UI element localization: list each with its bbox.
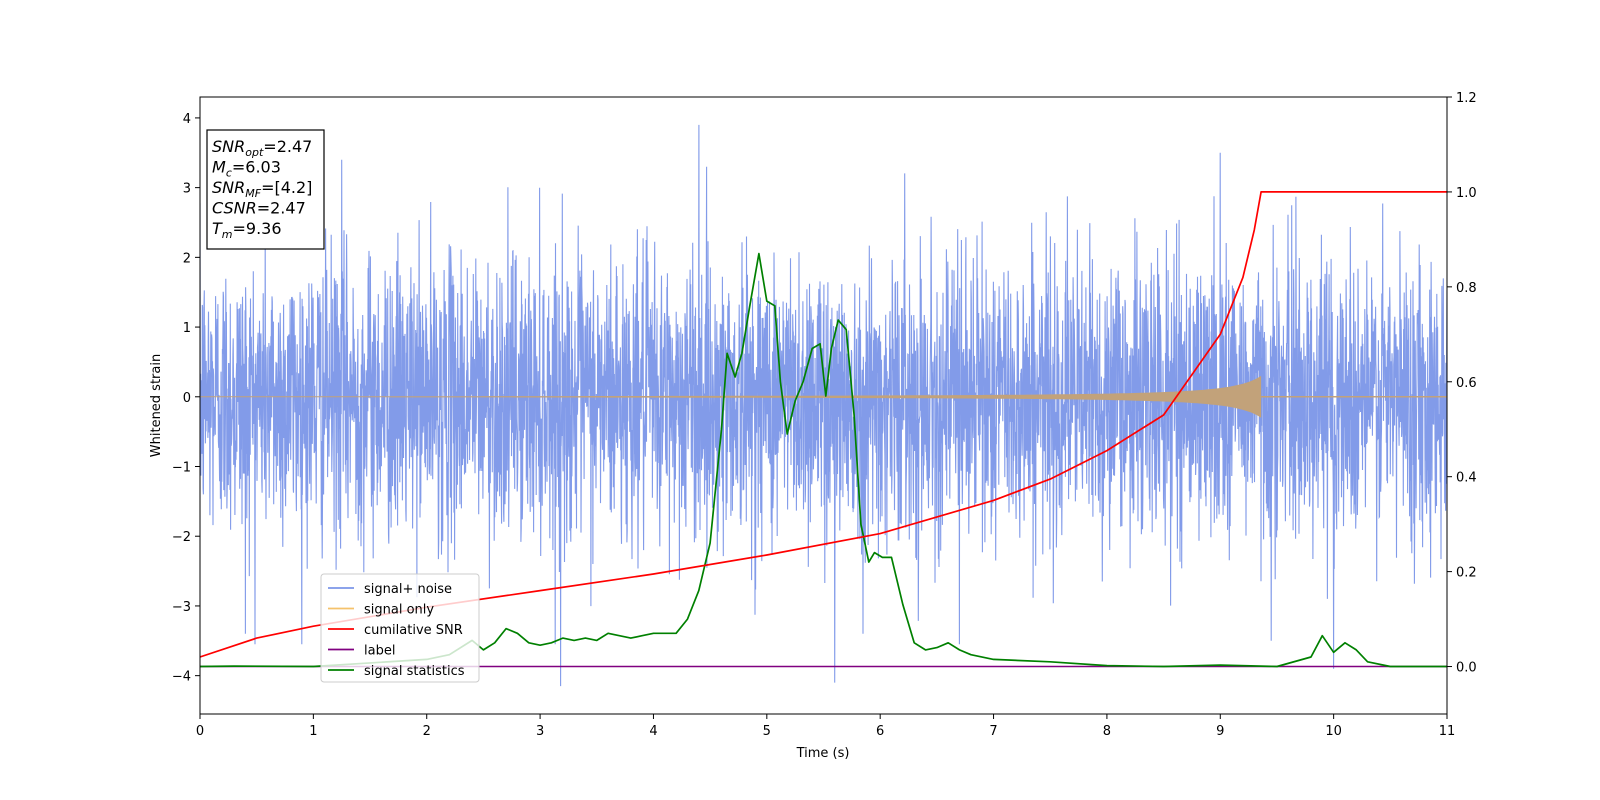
y-tick-label: 4 [183, 112, 191, 127]
x-tick-label: 6 [876, 724, 884, 739]
y-axis-label: Whitened strain [149, 354, 164, 457]
axes: 0 1 2 3 4 5 6 7 8 9 10 1143210−1−2−3−41.21.00.80.60… [172, 91, 1477, 739]
x-tick-label: 4 [649, 724, 657, 739]
legend-entry-label: label [364, 644, 395, 659]
series-signal-noise [200, 124, 1447, 687]
legend: signal+ noise signal only cumilative SNR la… [320, 573, 480, 683]
y-tick-label: 1 [183, 321, 191, 336]
legend-entry-label: signal statistics [364, 664, 465, 679]
y-tick-label: −3 [172, 600, 191, 615]
x-tick-label: 0 [196, 724, 204, 739]
y-right-tick-label: 0.2 [1456, 566, 1477, 581]
series-signal-only-envelope [200, 375, 1262, 418]
info-line: Tm=9.36 [212, 219, 282, 241]
x-axis-label: Time (s) [796, 746, 850, 761]
x-tick-label: 9 [1216, 724, 1224, 739]
legend-entry-label: signal+ noise [364, 582, 452, 597]
x-tick-label: 7 [989, 724, 997, 739]
x-tick-label: 3 [536, 724, 544, 739]
info-box-frame [206, 129, 325, 250]
x-tick-label: 1 [309, 724, 317, 739]
x-tick-label: 8 [1103, 724, 1111, 739]
x-tick-label: 11 [1439, 724, 1456, 739]
y-right-tick-label: 1.2 [1456, 91, 1477, 106]
x-tick-label: 2 [423, 724, 431, 739]
legend-frame [320, 573, 480, 683]
info-line: SNRopt=2.47 [212, 137, 312, 159]
series-signal-statistics [200, 252, 1447, 668]
plot-frame [199, 96, 1448, 715]
y-tick-label: −1 [172, 461, 191, 476]
legend-entry-label: signal only [364, 603, 434, 618]
y-tick-label: 0 [183, 391, 191, 406]
legend-entry-label: cumilative SNR [364, 623, 463, 638]
info-line: CSNR=2.47 [212, 199, 306, 218]
y-right-tick-label: 0.6 [1456, 376, 1477, 391]
info-line: Mc=6.03 [212, 158, 281, 180]
y-tick-label: 2 [183, 251, 191, 266]
x-tick-label: 5 [763, 724, 771, 739]
y-right-tick-label: 0.4 [1456, 471, 1477, 486]
y-tick-label: −4 [172, 670, 191, 685]
y-right-tick-label: 1.0 [1456, 186, 1477, 201]
y-tick-label: −2 [172, 530, 191, 545]
info-box: SNRopt=2.47Mc=6.03SNRMF=[4.2]CSNR=2.47Tm… [206, 129, 325, 250]
y-right-tick-label: 0.0 [1456, 661, 1477, 676]
y-tick-label: 3 [183, 182, 191, 197]
y-right-tick-label: 0.8 [1456, 281, 1477, 296]
x-tick-label: 10 [1325, 724, 1342, 739]
info-line: SNRMF=[4.2] [212, 178, 312, 200]
